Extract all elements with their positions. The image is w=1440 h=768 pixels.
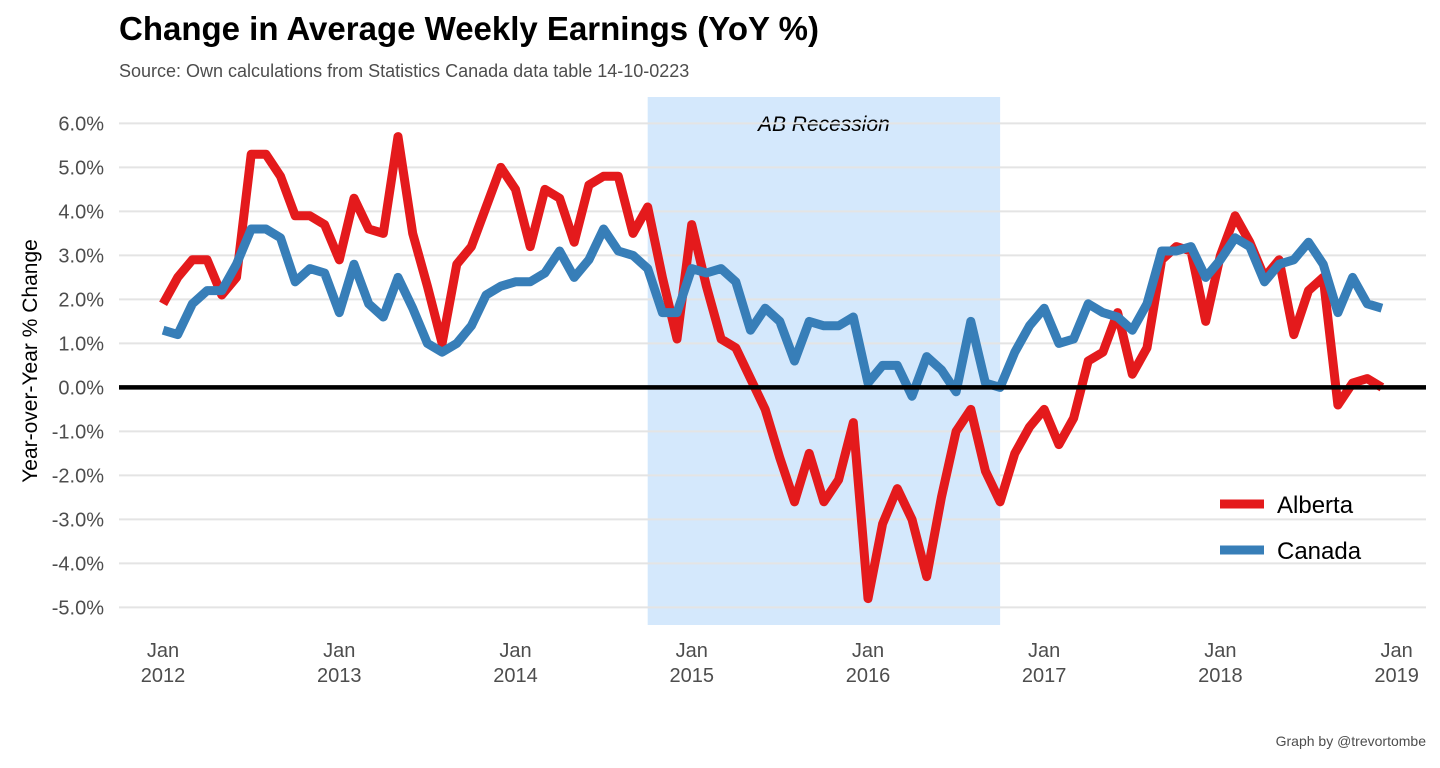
legend-label-alberta: Alberta: [1277, 492, 1354, 519]
x-tick-year: 2017: [1022, 665, 1067, 687]
x-tick-year: 2012: [141, 665, 186, 687]
recession-label: AB Recession: [756, 113, 890, 136]
series-line-canada: [161, 224, 1384, 401]
y-tick-label: 5.0%: [58, 157, 104, 179]
y-axis-title: Year-over-Year % Change: [19, 239, 42, 483]
x-tick-month: Jan: [676, 640, 708, 662]
legend: Alberta Canada: [1220, 492, 1362, 565]
x-tick-month: Jan: [499, 640, 531, 662]
chart-caption: Graph by @trevortombe: [1275, 733, 1426, 749]
y-tick-label: 2.0%: [58, 289, 104, 311]
chart-title: Change in Average Weekly Earnings (YoY %…: [119, 10, 819, 47]
x-tick-month: Jan: [147, 640, 179, 662]
series-layer: [159, 132, 1385, 604]
y-tick-label: 4.0%: [58, 201, 104, 223]
y-tick-label: 3.0%: [58, 245, 104, 267]
x-tick-month: Jan: [323, 640, 355, 662]
x-tick-year: 2014: [493, 665, 538, 687]
y-tick-label: -5.0%: [52, 597, 104, 619]
y-tick-label: 6.0%: [58, 113, 104, 135]
x-tick-month: Jan: [1204, 640, 1236, 662]
y-axis-ticks: 6.0% 5.0% 4.0% 3.0% 2.0% 1.0% 0.0% -1.0% -2.0% -3…: [52, 113, 104, 619]
y-tick-label: 1.0%: [58, 333, 104, 355]
y-tick-label: -2.0%: [52, 465, 104, 487]
y-tick-label: 0.0%: [58, 377, 104, 399]
recession-shade: [647, 97, 1001, 625]
x-tick-month: Jan: [1381, 640, 1413, 662]
y-tick-label: -3.0%: [52, 509, 104, 531]
x-tick-month: Jan: [852, 640, 884, 662]
y-tick-label: -1.0%: [52, 421, 104, 443]
chart-subtitle: Source: Own calculations from Statistics…: [119, 61, 690, 81]
recession-shade-layer: AB Recession: [647, 97, 1001, 625]
y-tick-label: -4.0%: [52, 553, 104, 575]
x-tick-month: Jan: [1028, 640, 1060, 662]
x-tick-year: 2019: [1374, 665, 1419, 687]
x-tick-year: 2016: [846, 665, 891, 687]
x-tick-year: 2015: [669, 665, 714, 687]
legend-label-canada: Canada: [1277, 538, 1362, 565]
x-axis-ticks: Jan 2012 Jan 2013 Jan 2014 Jan 2015 Jan 2016 Jan 20…: [141, 640, 1419, 687]
x-tick-year: 2018: [1198, 665, 1243, 687]
x-tick-year: 2013: [317, 665, 362, 687]
